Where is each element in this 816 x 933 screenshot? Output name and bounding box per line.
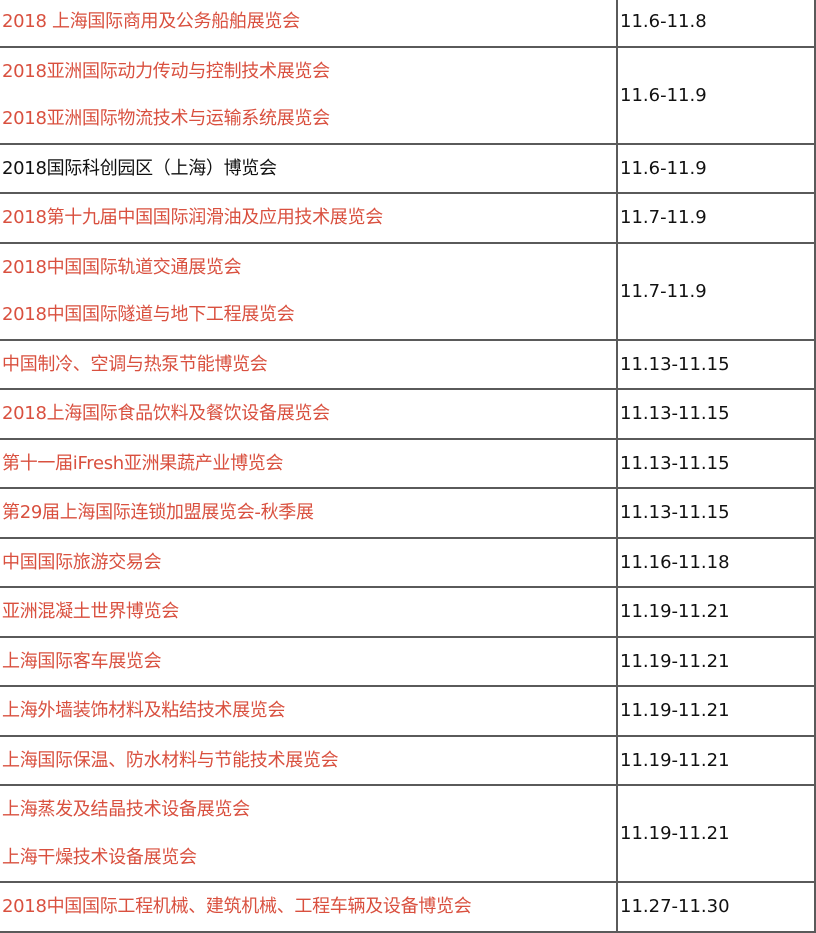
- exhibition-name-cell: 上海外墙装饰材料及粘结技术展览会: [0, 685, 618, 737]
- exhibition-name-cell: 上海国际保温、防水材料与节能技术展览会: [0, 734, 618, 786]
- exhibition-date-cell: 11.19-11.21: [616, 586, 816, 638]
- exhibition-date-cell: 11.7-11.9: [616, 192, 816, 244]
- exhibition-name-cell: 上海国际客车展览会: [0, 635, 618, 687]
- exhibition-name-cell: 2018亚洲国际动力传动与控制技术展览会 2018亚洲国际物流技术与运输系统展览会: [0, 45, 618, 145]
- exhibition-date-cell: 11.19-11.21: [616, 685, 816, 737]
- exhibition-date-cell: 11.13-11.15: [616, 487, 816, 539]
- table-row: 亚洲混凝土世界博览会 11.19-11.21: [0, 586, 816, 638]
- exhibition-name-cell: 第十一届iFresh亚洲果蔬产业博览会: [0, 437, 618, 489]
- exhibition-date-cell: 11.13-11.15: [616, 388, 816, 440]
- exhibition-date-cell: 11.6-11.9: [616, 142, 816, 194]
- exhibition-link[interactable]: 2018中国国际工程机械、建筑机械、工程车辆及设备博览会: [2, 896, 472, 917]
- exhibition-name-cell: 2018 上海国际商用及公务船舶展览会: [0, 0, 618, 48]
- exhibition-link[interactable]: 上海国际保温、防水材料与节能技术展览会: [2, 749, 339, 771]
- exhibition-name: 2018国际科创园区（上海）博览会: [2, 157, 277, 179]
- exhibition-date-cell: 11.6-11.8: [616, 0, 816, 48]
- table-row: 2018 上海国际商用及公务船舶展览会 11.6-11.8: [0, 0, 816, 48]
- exhibition-link[interactable]: 2018第十九届中国国际润滑油及应用技术展览会: [2, 207, 383, 228]
- table-row: 2018中国国际工程机械、建筑机械、工程车辆及设备博览会 11.27-11.30: [0, 881, 816, 933]
- table-row: 2018中国国际轨道交通展览会 2018中国国际隧道与地下工程展览会 11.7-11…: [0, 241, 816, 341]
- exhibition-link[interactable]: 2018中国国际隧道与地下工程展览会: [2, 304, 295, 325]
- exhibition-link[interactable]: 第29届上海国际连锁加盟展览会-秋季展: [2, 502, 314, 523]
- exhibition-link[interactable]: 2018上海国际食品饮料及餐饮设备展览会: [2, 403, 330, 424]
- table-row: 上海国际客车展览会 11.19-11.21: [0, 635, 816, 687]
- exhibition-link[interactable]: 上海蒸发及结晶技术设备展览会: [2, 799, 250, 820]
- exhibition-link[interactable]: 上海外墙装饰材料及粘结技术展览会: [2, 700, 286, 721]
- exhibition-link[interactable]: 上海干燥技术设备展览会: [2, 846, 197, 868]
- table-row: 第十一届iFresh亚洲果蔬产业博览会 11.13-11.15: [0, 437, 816, 489]
- exhibition-link[interactable]: 2018 上海国际商用及公务船舶展览会: [2, 11, 300, 32]
- exhibition-name-cell: 亚洲混凝土世界博览会: [0, 586, 618, 638]
- exhibition-link[interactable]: 第十一届iFresh亚洲果蔬产业博览会: [2, 452, 284, 474]
- exhibition-date-cell: 11.13-11.15: [616, 338, 816, 390]
- table-row: 中国制冷、空调与热泵节能博览会 11.13-11.15: [0, 338, 816, 390]
- table-row: 上海国际保温、防水材料与节能技术展览会 11.19-11.21: [0, 734, 816, 786]
- exhibition-date-cell: 11.27-11.30: [616, 881, 816, 933]
- table-row: 2018亚洲国际动力传动与控制技术展览会 2018亚洲国际物流技术与运输系统展览会…: [0, 45, 816, 145]
- table-row: 2018上海国际食品饮料及餐饮设备展览会 11.13-11.15: [0, 388, 816, 440]
- table-row: 上海外墙装饰材料及粘结技术展览会 11.19-11.21: [0, 685, 816, 737]
- exhibition-name-cell: 上海蒸发及结晶技术设备展览会 上海干燥技术设备展览会: [0, 784, 618, 883]
- table-row: 中国国际旅游交易会 11.16-11.18: [0, 536, 816, 588]
- exhibition-name-cell: 中国制冷、空调与热泵节能博览会: [0, 338, 618, 390]
- exhibition-link[interactable]: 中国制冷、空调与热泵节能博览会: [2, 353, 268, 375]
- exhibition-link[interactable]: 2018亚洲国际物流技术与运输系统展览会: [2, 108, 330, 129]
- exhibition-link[interactable]: 2018亚洲国际动力传动与控制技术展览会: [2, 60, 330, 82]
- exhibition-name-cell: 2018上海国际食品饮料及餐饮设备展览会: [0, 388, 618, 440]
- exhibition-link[interactable]: 2018中国国际轨道交通展览会: [2, 256, 242, 278]
- exhibition-link[interactable]: 上海国际客车展览会: [2, 650, 162, 672]
- exhibition-date-cell: 11.19-11.21: [616, 635, 816, 687]
- table-row: 2018国际科创园区（上海）博览会 11.6-11.9: [0, 142, 816, 194]
- exhibition-name-cell: 2018中国国际轨道交通展览会 2018中国国际隧道与地下工程展览会: [0, 241, 618, 341]
- exhibition-date-cell: 11.19-11.21: [616, 734, 816, 786]
- exhibition-date-cell: 11.7-11.9: [616, 241, 816, 341]
- exhibition-name-cell: 2018中国国际工程机械、建筑机械、工程车辆及设备博览会: [0, 881, 618, 933]
- table-row: 上海蒸发及结晶技术设备展览会 上海干燥技术设备展览会 11.19-11.21: [0, 784, 816, 883]
- exhibition-date-cell: 11.16-11.18: [616, 536, 816, 588]
- exhibition-name-cell: 中国国际旅游交易会: [0, 536, 618, 588]
- table-row: 2018第十九届中国国际润滑油及应用技术展览会 11.7-11.9: [0, 192, 816, 244]
- table-row: 第29届上海国际连锁加盟展览会-秋季展 11.13-11.15: [0, 487, 816, 539]
- exhibition-link[interactable]: 中国国际旅游交易会: [2, 551, 162, 573]
- exhibition-link[interactable]: 亚洲混凝土世界博览会: [2, 601, 179, 622]
- exhibition-name-cell: 第29届上海国际连锁加盟展览会-秋季展: [0, 487, 618, 539]
- exhibition-date-cell: 11.6-11.9: [616, 45, 816, 145]
- exhibition-date-cell: 11.13-11.15: [616, 437, 816, 489]
- exhibition-date-cell: 11.19-11.21: [616, 784, 816, 883]
- exhibition-name-cell: 2018国际科创园区（上海）博览会: [0, 142, 618, 194]
- exhibition-name-cell: 2018第十九届中国国际润滑油及应用技术展览会: [0, 192, 618, 244]
